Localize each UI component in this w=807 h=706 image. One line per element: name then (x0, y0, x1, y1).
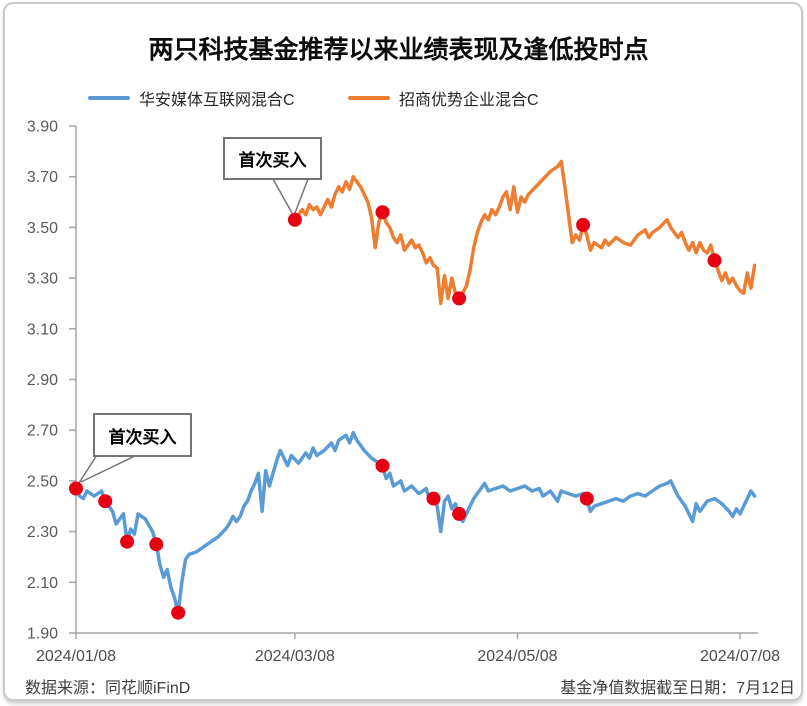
y-axis-tick-label: 2.10 (27, 575, 58, 592)
buy-point-dot (149, 537, 164, 552)
buy-point-dot (579, 491, 594, 506)
legend-item-huaan-fund: 华安媒体互联网混合C (88, 88, 295, 109)
x-axis-tick-label: 2024/05/08 (477, 648, 557, 665)
buy-point-dot (171, 605, 186, 620)
legend-label-huaan-fund: 华安媒体互联网混合C (139, 92, 295, 109)
y-axis-tick-label: 3.70 (27, 169, 58, 186)
annotation-pointer-line (294, 178, 309, 214)
y-axis-tick-label: 2.30 (27, 524, 58, 541)
x-axis-tick-label: 2024/07/08 (700, 648, 780, 665)
legend-line-swatch-blue (88, 96, 130, 100)
y-axis-tick-label: 2.90 (27, 372, 58, 389)
buy-point-dot (426, 491, 441, 506)
buy-point-dot (452, 506, 467, 521)
buy-point-dot (287, 212, 302, 227)
first-buy-annotation-orange: 首次买入 (223, 137, 322, 180)
data-source-note: 数据来源：同花顺iFinD (25, 680, 191, 697)
buy-point-dot (452, 291, 467, 306)
chart-title: 两只科技基金推荐以来业绩表现及逢低投时点 (148, 36, 649, 64)
buy-point-dot (120, 534, 135, 549)
series-line-0 (74, 430, 757, 615)
legend-line-swatch-orange (348, 96, 390, 100)
buy-point-dot (375, 205, 390, 220)
y-axis-tick-label: 1.90 (27, 626, 58, 643)
y-axis-tick-label: 3.90 (27, 119, 58, 136)
buy-point-dot (576, 217, 591, 232)
first-buy-annotation-blue: 首次买入 (93, 413, 192, 457)
series-line-1 (293, 159, 757, 306)
buy-point-dot (707, 253, 722, 268)
y-axis-tick-label: 3.30 (27, 271, 58, 288)
buy-point-dot (98, 494, 113, 509)
buy-point-dot (69, 481, 83, 496)
annotation-pointer-line (272, 178, 293, 214)
legend-label-zhaoshang-fund: 招商优势企业混合C (399, 92, 539, 109)
x-axis-tick-label: 2024/03/08 (255, 648, 335, 665)
data-cutoff-note: 基金净值数据截至日期：7月12日 (560, 680, 795, 697)
y-axis-tick-label: 3.10 (27, 321, 58, 338)
x-axis-tick-label: 2024/01/08 (36, 648, 116, 665)
y-axis-tick-label: 3.50 (27, 220, 58, 237)
annotation-pointer-line (80, 454, 138, 483)
y-axis-tick-label: 2.70 (27, 423, 58, 440)
legend-item-zhaoshang-fund: 招商优势企业混合C (348, 88, 539, 109)
buy-point-dot (375, 458, 390, 473)
y-axis-tick-label: 2.50 (27, 473, 58, 490)
annotation-pointer-line (78, 454, 98, 484)
